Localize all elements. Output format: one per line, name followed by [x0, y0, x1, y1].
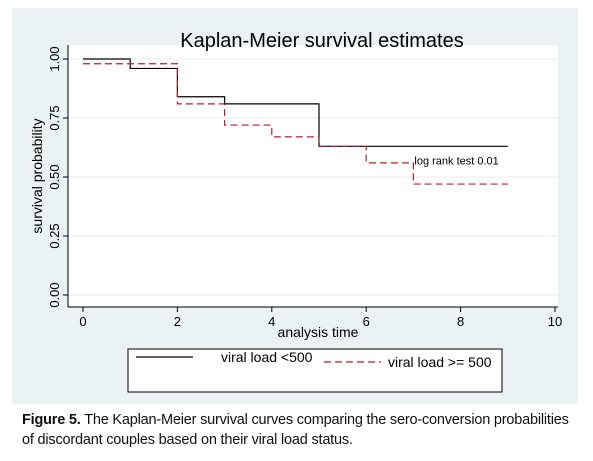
figure-caption: Figure 5. The Kaplan-Meier survival curv… — [22, 410, 582, 450]
legend-label-series-2: viral load >= 500 — [388, 354, 492, 370]
series — [83, 58, 508, 185]
logrank-annotation: log rank test 0.01 — [414, 155, 498, 167]
y-tick-label: 0.00 — [47, 282, 62, 307]
x-tick-label: 8 — [457, 314, 464, 329]
series-line-2 — [83, 63, 508, 185]
plot-area — [68, 45, 558, 307]
y-tick-label: 0.75 — [47, 105, 62, 130]
x-tick-label: 4 — [268, 314, 275, 329]
x-tick-label: 0 — [79, 314, 86, 329]
x-tick-label: 10 — [548, 314, 562, 329]
x-tick-label: 6 — [363, 314, 370, 329]
gridlines — [68, 58, 558, 296]
chart-title: Kaplan-Meier survival estimates — [180, 30, 463, 52]
caption-text: The Kaplan-Meier survival curves compari… — [22, 412, 569, 448]
y-tick-label: 1.00 — [47, 46, 62, 71]
axes: 0.00 0.25 0.50 0.75 1.00 0 2 4 6 8 10 — [47, 45, 562, 329]
caption-label: Figure 5. — [22, 412, 81, 428]
legend-box — [127, 348, 503, 393]
x-tick-label: 2 — [174, 314, 181, 329]
km-chart: 0.00 0.25 0.50 0.75 1.00 0 2 4 6 8 10 Kaplan-Meier… — [29, 30, 562, 393]
y-axis-label: survival probability — [29, 118, 45, 233]
legend: viral load <500 viral load >= 500 — [127, 348, 503, 393]
x-axis-label: analysis time — [278, 324, 359, 340]
y-tick-label: 0.25 — [47, 223, 62, 248]
legend-label-series-1: viral load <500 — [221, 349, 313, 365]
y-tick-label: 0.50 — [47, 164, 62, 189]
